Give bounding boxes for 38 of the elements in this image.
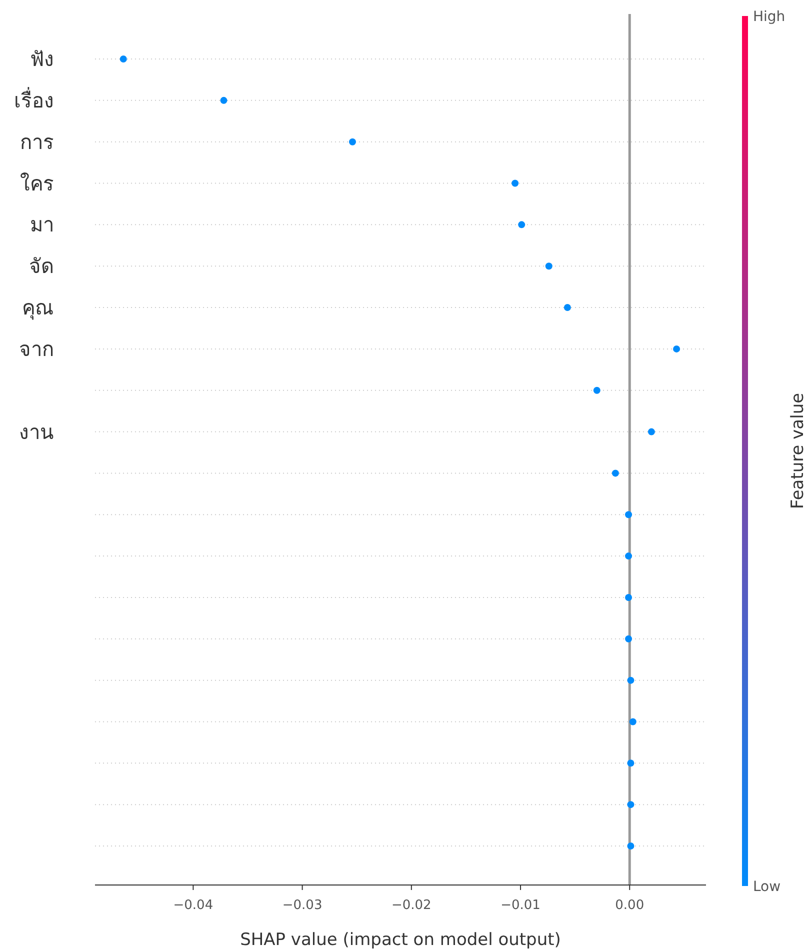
point	[545, 262, 552, 270]
point	[625, 594, 632, 601]
point	[593, 386, 600, 394]
x-tick-label: −0.04	[173, 898, 214, 913]
point	[627, 676, 634, 684]
point	[120, 56, 127, 62]
x-tick-label: −0.03	[282, 898, 322, 913]
point	[625, 552, 632, 560]
color-bar-label: Low	[753, 879, 781, 895]
point	[220, 96, 228, 104]
point	[512, 180, 519, 187]
x-tick-label: −0.02	[391, 898, 432, 913]
point	[648, 428, 655, 436]
point	[348, 138, 356, 146]
y-tick-label: มา	[30, 212, 54, 237]
y-tick-label: งาน	[19, 420, 54, 444]
point	[627, 842, 634, 850]
point	[627, 760, 634, 767]
color-bar-label: High	[753, 9, 786, 25]
point	[625, 511, 632, 518]
point	[627, 801, 634, 808]
y-tick-label: คุณ	[22, 296, 54, 321]
x-axis-title: SHAP value (impact on model output)	[240, 930, 561, 950]
x-tick-label: −0.01	[500, 898, 540, 913]
point	[518, 221, 526, 228]
point	[625, 635, 632, 642]
point	[564, 304, 571, 312]
y-tick-label: จาก	[19, 336, 54, 361]
x-tick-label: 0.00	[615, 898, 644, 913]
point	[629, 718, 636, 726]
point	[612, 470, 619, 477]
y-tick-label: ใคร	[20, 171, 54, 196]
point	[673, 345, 680, 352]
y-tick-label: เรื่อง	[14, 86, 54, 112]
y-tick-label: จัด	[29, 254, 54, 278]
y-tick-label: ฟัง	[30, 47, 54, 71]
color-bar-title: Feature value	[788, 392, 808, 510]
y-tick-label: การ	[20, 130, 54, 154]
